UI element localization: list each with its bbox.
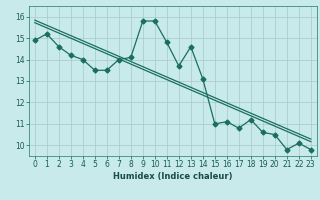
X-axis label: Humidex (Indice chaleur): Humidex (Indice chaleur)	[113, 172, 233, 181]
